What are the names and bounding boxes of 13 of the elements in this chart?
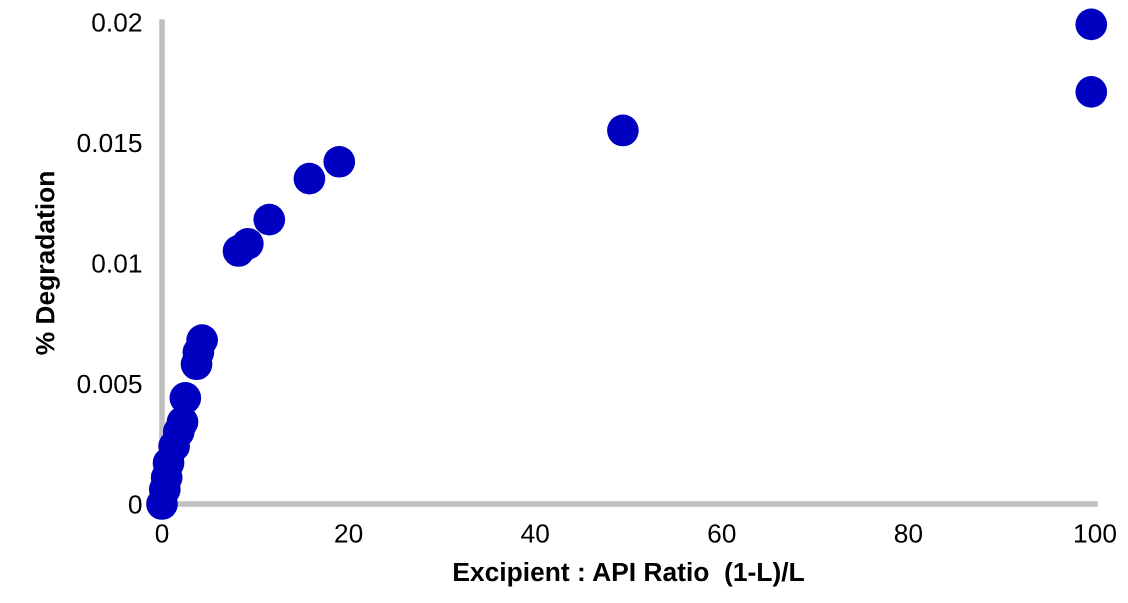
x-axis-title: Excipient : API Ratio (1-L)/L [454, 561, 804, 587]
y-tick-label: 0 [128, 495, 142, 514]
y-tick-label: 0.02 [92, 13, 142, 32]
y-axis-title: % Degradation [35, 172, 60, 355]
x-tick-label: 100 [1075, 524, 1116, 543]
y-tick-label: 0.01 [92, 254, 142, 273]
x-tick-label: 60 [708, 524, 736, 543]
x-tick-label: 0 [155, 524, 169, 543]
y-tick-label: 0.005 [77, 374, 142, 394]
x-tick-label: 20 [335, 524, 363, 543]
x-tick-label: 80 [894, 524, 923, 543]
x-tick-label: 40 [521, 524, 549, 543]
y-tick-label: 0.015 [77, 133, 142, 153]
